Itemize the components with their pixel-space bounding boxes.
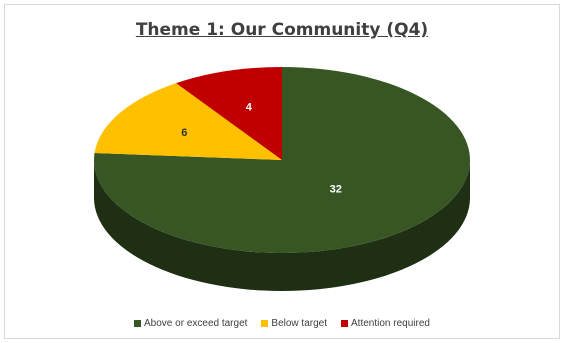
pie-slice-attention-required — [176, 67, 282, 160]
data-label-below-target: 6 — [181, 127, 187, 139]
pie-slice-below-target — [94, 83, 282, 160]
legend-swatch-below-target — [261, 320, 269, 327]
data-label-attention-required: 4 — [246, 102, 253, 114]
legend-item-below-target: Below target — [261, 318, 327, 329]
legend-label-above-target: Above or exceed target — [144, 318, 248, 329]
chart-legend: Above or exceed target Below target Atte… — [0, 318, 564, 329]
legend-swatch-above-target — [134, 320, 142, 327]
data-label-above-target: 32 — [330, 184, 342, 196]
legend-item-above-target: Above or exceed target — [134, 318, 247, 329]
chart-title: Theme 1: Our Community (Q4) — [135, 20, 429, 40]
pie-side-above-target — [94, 160, 470, 291]
legend-item-attention-required: Attention required — [341, 318, 430, 329]
legend-label-attention-required: Attention required — [351, 318, 430, 329]
legend-swatch-attention-required — [341, 320, 349, 327]
legend-label-below-target: Below target — [271, 318, 328, 329]
